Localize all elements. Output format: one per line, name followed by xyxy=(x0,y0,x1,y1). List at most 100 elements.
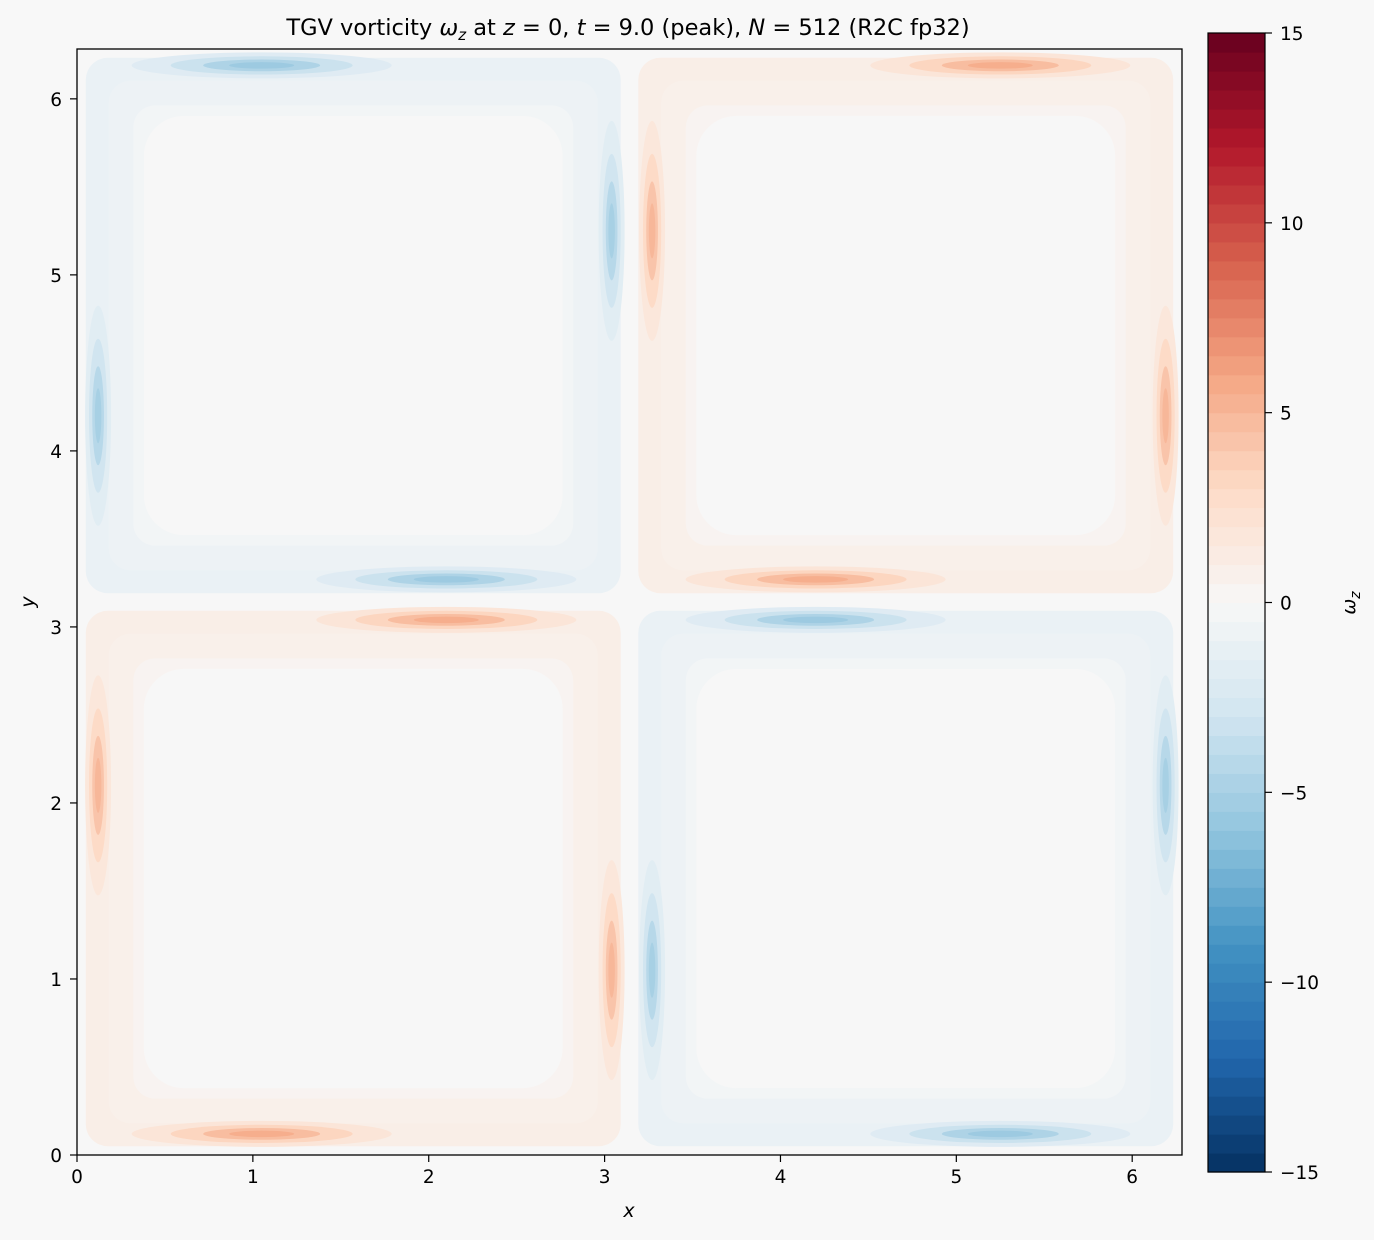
peak-contour xyxy=(648,942,656,998)
colorbar-band xyxy=(1208,754,1265,774)
title-part: ω xyxy=(439,15,458,41)
colorbar-band xyxy=(1208,33,1265,53)
vortex-core xyxy=(696,115,1116,536)
vorticity-peak xyxy=(131,52,392,79)
vorticity-peak xyxy=(685,606,946,633)
colorbar-band xyxy=(1208,1096,1265,1116)
colorbar-band xyxy=(1208,431,1265,452)
colorbar-band xyxy=(1208,621,1265,642)
vorticity-peak xyxy=(598,120,625,341)
title-part: = 512 (R2C fp32) xyxy=(765,15,969,41)
colorbar-band xyxy=(1208,1058,1265,1078)
y-tick-label: 5 xyxy=(50,266,62,287)
colorbar-band xyxy=(1208,146,1265,167)
vortex-core xyxy=(143,115,563,536)
colorbar-band xyxy=(1208,184,1265,205)
colorbar-band xyxy=(1208,1001,1265,1021)
colorbar-band xyxy=(1208,716,1265,736)
title-part: z xyxy=(502,15,516,41)
colorbar-band xyxy=(1208,241,1265,262)
vortex-cell-upper-right xyxy=(638,57,1174,594)
colorbar-band xyxy=(1208,583,1265,604)
peak-contour xyxy=(967,1130,1033,1138)
colorbar-band xyxy=(1208,1077,1265,1097)
colorbar-band xyxy=(1208,1134,1265,1154)
colorbar-band xyxy=(1208,545,1265,566)
x-tick-label: 5 xyxy=(950,1167,962,1188)
colorbar-band xyxy=(1208,640,1265,661)
colorbar-band xyxy=(1208,89,1265,110)
colorbar-band xyxy=(1208,830,1265,850)
vorticity-peak xyxy=(1152,675,1179,896)
colorbar-band xyxy=(1208,260,1265,281)
colorbar-band xyxy=(1208,203,1265,224)
colorbar-band xyxy=(1208,659,1265,680)
colorbar-band xyxy=(1208,868,1265,888)
colorbar-band xyxy=(1208,336,1265,357)
x-axis: 0 1 2 3 4 5 6 xyxy=(71,1155,1138,1188)
x-axis-label: x xyxy=(622,1200,635,1222)
x-tick-label: 3 xyxy=(599,1167,611,1188)
vorticity-peak xyxy=(316,566,577,593)
peak-contour xyxy=(229,62,295,69)
vortex-core xyxy=(143,668,563,1089)
colorbar-label-part: ω xyxy=(1338,599,1360,615)
colorbar-band xyxy=(1208,317,1265,338)
colorbar-band xyxy=(1208,1115,1265,1135)
y-axis-label: y xyxy=(17,596,39,609)
colorbar-tick-label: 15 xyxy=(1280,24,1304,45)
peak-contour xyxy=(967,62,1033,69)
colorbar-band xyxy=(1208,906,1265,926)
x-tick-label: 1 xyxy=(247,1167,259,1188)
colorbar-band xyxy=(1208,982,1265,1002)
title-part: TGV vorticity xyxy=(285,15,439,41)
colorbar-label: ωz xyxy=(1338,591,1364,615)
colorbar-band xyxy=(1208,488,1265,509)
vorticity-peak xyxy=(85,675,112,896)
x-tick-label: 6 xyxy=(1126,1167,1138,1188)
colorbar-tick-label: 5 xyxy=(1280,404,1292,425)
x-tick-label: 2 xyxy=(423,1167,435,1188)
colorbar-band xyxy=(1208,450,1265,471)
colorbar-band xyxy=(1208,735,1265,755)
peak-contour xyxy=(608,942,615,998)
vorticity-peak xyxy=(639,860,666,1081)
colorbar-tick-label: −10 xyxy=(1280,973,1319,994)
peak-contour xyxy=(608,203,615,259)
chart-title: TGV vorticity ωz at z = 0, t = 9.0 (peak… xyxy=(285,15,969,44)
colorbar-band xyxy=(1208,887,1265,907)
vorticity-peak xyxy=(870,52,1131,79)
colorbar-band xyxy=(1208,963,1265,983)
peak-contour xyxy=(413,616,479,624)
colorbar-band xyxy=(1208,355,1265,376)
colorbar-band xyxy=(1208,279,1265,300)
vorticity-peak xyxy=(131,1120,392,1147)
colorbar: −15 −10 −5 0 5 10 15 ωz xyxy=(1207,24,1364,1184)
colorbar-band xyxy=(1208,602,1265,623)
x-tick-label: 0 xyxy=(71,1167,83,1188)
vortex-cell-lower-right xyxy=(638,610,1174,1147)
colorbar-band xyxy=(1208,298,1265,319)
colorbar-band xyxy=(1208,374,1265,395)
colorbar-band xyxy=(1208,678,1265,699)
colorbar-band xyxy=(1208,51,1265,72)
colorbar-tick-label: 10 xyxy=(1280,214,1304,235)
colorbar-band xyxy=(1208,412,1265,433)
vorticity-peak xyxy=(598,860,625,1081)
y-tick-label: 1 xyxy=(50,970,62,991)
colorbar-band xyxy=(1208,849,1265,869)
vorticity-peak xyxy=(639,120,666,341)
y-tick-label: 2 xyxy=(50,794,62,815)
vortex-cell-upper-left xyxy=(85,57,621,594)
peak-contour xyxy=(783,616,849,624)
vorticity-field xyxy=(77,49,1182,1155)
colorbar-band xyxy=(1208,70,1265,91)
vortex-cell-lower-left xyxy=(85,610,621,1147)
vorticity-peak xyxy=(316,606,577,633)
vorticity-peak xyxy=(685,566,946,593)
title-part: z xyxy=(457,26,467,44)
peak-contour xyxy=(783,576,849,583)
vortex-core xyxy=(696,668,1116,1089)
colorbar-band xyxy=(1208,811,1265,831)
